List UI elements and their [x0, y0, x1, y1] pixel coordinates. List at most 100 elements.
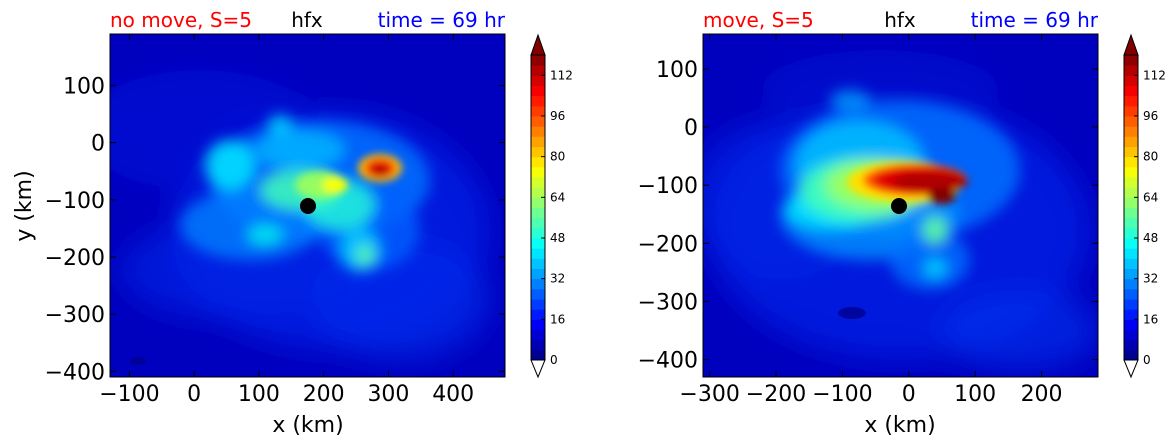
x-tick-label: 200: [1021, 382, 1063, 407]
y-tick-label: −300: [638, 290, 698, 315]
colorbar-level: [1124, 207, 1138, 219]
colorbar-level: [531, 278, 545, 290]
y-tick-label: −200: [638, 232, 698, 257]
x-tick-label: 400: [432, 382, 474, 407]
colorbar-level: [1124, 166, 1138, 178]
colorbar-level: [531, 146, 545, 158]
colorbar-level: [1124, 197, 1138, 208]
y-tick-label: −200: [45, 246, 105, 271]
colorbar-level: [531, 349, 545, 361]
colorbar-level: [531, 339, 545, 351]
x-tick-label: −200: [746, 382, 806, 407]
colorbar-level: [1124, 278, 1138, 290]
colorbar-level: [531, 197, 545, 208]
x-tick-label: 0: [187, 382, 201, 407]
title-left-a: no move, S=5: [110, 8, 252, 32]
colorbar-level: [1124, 238, 1138, 249]
y-tick-label: 100: [656, 58, 698, 83]
colorbar-extend-min: [530, 359, 546, 379]
colorbar-b: 0 16 32 48 64 80 96 112: [1123, 33, 1166, 379]
colorbar-level: [531, 85, 545, 97]
x-tick-label: 100: [954, 382, 996, 407]
colorbar-extend-max: [530, 33, 546, 56]
colorbar-level: [531, 319, 545, 330]
axes-ticks-a: −100 0 100 200 300 400 100 0 −100 −200 −300 −400: [45, 34, 505, 407]
x-tick-label: 300: [367, 382, 409, 407]
colorbar-tick-label: 48: [550, 231, 565, 245]
colorbar-level: [531, 156, 545, 168]
panel-no-move: no move, S=5 hfx time = 69 hr: [12, 8, 573, 438]
colorbar-level: [1124, 65, 1138, 76]
colorbar-level: [531, 268, 545, 280]
title-center-b: hfx: [884, 8, 916, 32]
y-tick-label: 0: [91, 132, 105, 157]
heatmap-a: [110, 34, 505, 377]
colorbar-level: [1124, 299, 1138, 310]
x-tick-label: −100: [99, 382, 159, 407]
x-tick-label: 200: [303, 382, 345, 407]
colorbar-tick-label: 96: [550, 109, 565, 123]
colorbar-level: [1124, 187, 1138, 198]
colorbar-level: [531, 105, 545, 117]
colorbar-level: [1124, 116, 1138, 127]
colorbar-tick-label: 32: [1143, 272, 1158, 286]
y-tick-label: 0: [684, 116, 698, 141]
colorbar-tick-label: 80: [1143, 150, 1158, 164]
colorbar-tick-label: 64: [550, 190, 565, 204]
colorbar-level: [531, 55, 545, 66]
title-left-b: move, S=5: [703, 8, 814, 32]
colorbar-level: [531, 177, 545, 188]
y-tick-label: 100: [63, 74, 105, 99]
y-tick-label: −100: [45, 189, 105, 214]
colorbar-tick-label: 0: [550, 353, 558, 367]
y-tick-label: −300: [45, 303, 105, 328]
colorbar-level: [531, 238, 545, 249]
x-tick-label: −300: [679, 382, 739, 407]
colorbar-frame: [530, 54, 546, 361]
colorbar-level: [1124, 85, 1138, 97]
colorbar-frame: [1123, 54, 1139, 361]
colorbar-tick-label: 0: [1143, 353, 1151, 367]
colorbar-level: [1124, 177, 1138, 188]
xlabel-b: x (km): [864, 413, 935, 438]
colorbar-level: [531, 217, 545, 229]
panel-move: move, S=5 hfx time = 69 hr: [638, 8, 1166, 438]
colorbar-extend-max: [1123, 33, 1139, 56]
y-tick-label: −400: [45, 360, 105, 385]
colorbar-level: [1124, 309, 1138, 320]
colorbar-level: [531, 95, 545, 107]
colorbar-a: 0 16 32 48 64 80 96 112: [530, 33, 573, 379]
colorbar-level: [531, 309, 545, 320]
colorbar-level: [1124, 75, 1138, 86]
colorbar-level: [1124, 288, 1138, 300]
storm-center-marker-a: [300, 198, 316, 214]
colorbar-level: [1124, 136, 1138, 147]
colorbar-level: [1124, 339, 1138, 351]
colorbar-tick-label: 48: [1143, 231, 1158, 245]
colorbar-tick-label: 112: [1143, 68, 1166, 82]
x-tick-label: −100: [812, 382, 872, 407]
colorbar-level: [531, 227, 545, 239]
colorbar-level: [1124, 248, 1138, 259]
colorbar-level: [1124, 105, 1138, 117]
colorbar-level: [1124, 329, 1138, 341]
colorbar-level: [531, 207, 545, 219]
colorbar-level: [1124, 156, 1138, 168]
colorbar-level: [531, 166, 545, 178]
colorbar-level: [1124, 126, 1138, 137]
colorbar-extend-min: [1123, 359, 1139, 379]
y-tick-label: −400: [638, 349, 698, 374]
colorbar-tick-label: 80: [550, 150, 565, 164]
colorbar-tick-label: 112: [550, 68, 573, 82]
storm-center-marker-b: [891, 198, 907, 214]
colorbar-level: [531, 248, 545, 259]
colorbar-level: [1124, 55, 1138, 66]
colorbar-level: [531, 116, 545, 127]
colorbar-tick-label: 96: [1143, 109, 1158, 123]
colorbar-level: [1124, 146, 1138, 158]
ylabel-a: y (km): [12, 170, 37, 241]
colorbar-level: [1124, 349, 1138, 361]
colorbar-level: [1124, 217, 1138, 229]
